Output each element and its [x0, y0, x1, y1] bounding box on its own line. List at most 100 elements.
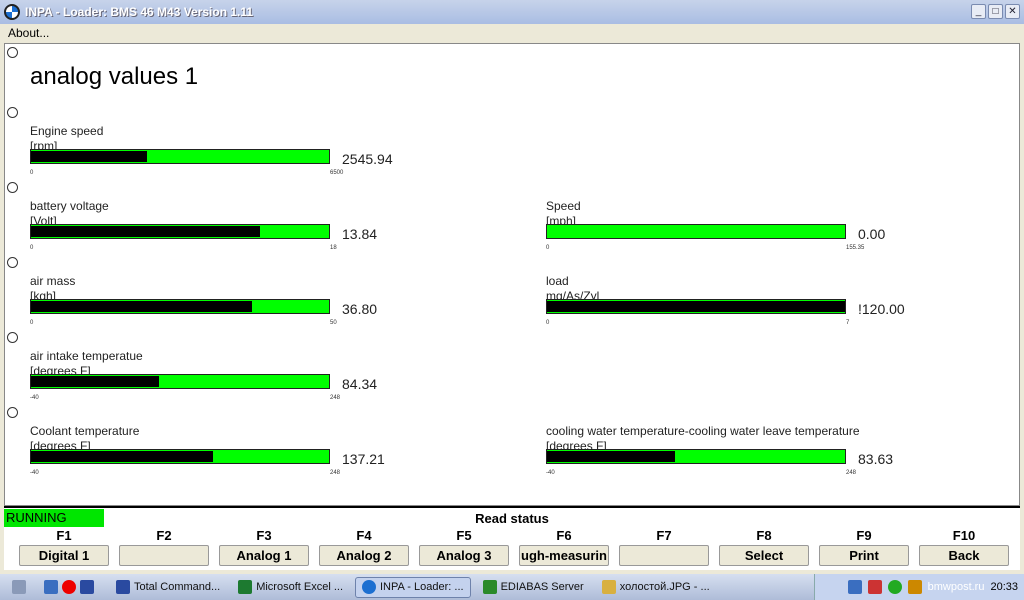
volume-icon[interactable] — [907, 580, 922, 594]
radio-button[interactable] — [7, 107, 18, 118]
gauge-value: 137.21 — [342, 451, 385, 467]
gauge: Engine speed [rpm] 2545.94 0 6500 — [30, 124, 410, 194]
status-area: RUNNING Read status F1 Digital 1 F2 F3 An… — [4, 506, 1020, 570]
fkey-button[interactable]: Analog 3 — [419, 545, 509, 566]
fkey-button[interactable]: Select — [719, 545, 809, 566]
app-icon[interactable] — [44, 580, 58, 594]
fkey-label: F7 — [656, 528, 672, 543]
gauge-value: !120.00 — [858, 301, 905, 317]
gauge-label: Speed — [546, 199, 581, 213]
gauge-bar — [546, 449, 846, 464]
fkey-f10: F10 Back — [914, 528, 1014, 570]
gauge-label: Engine speed — [30, 124, 104, 138]
gauge-max: 7 — [846, 320, 850, 326]
watermark: bmwpost.ru — [927, 581, 985, 593]
gauge-fill — [31, 151, 148, 162]
menu-bar: About... — [0, 24, 1024, 42]
gauge-value: 84.34 — [342, 376, 378, 392]
start-button[interactable] — [6, 577, 32, 598]
maximize-button[interactable]: □ — [988, 4, 1003, 19]
close-button[interactable]: ✕ — [1005, 4, 1020, 19]
gauge-bar — [546, 224, 846, 239]
read-status-label: Read status — [475, 511, 549, 526]
gauge-value: 2545.94 — [342, 151, 393, 167]
gauge-max: 248 — [846, 470, 857, 476]
gauge-label: air mass — [30, 274, 76, 288]
task-inpa[interactable]: INPA - Loader: ... — [355, 576, 471, 598]
window-title: INPA - Loader: BMS 46 M43 Version 1.11 — [25, 5, 254, 19]
gauge: Coolant temperature [degrees F] 137.21 -… — [30, 424, 410, 494]
task-total-commander[interactable]: Total Command... — [110, 577, 226, 598]
fkey-label: F10 — [952, 528, 976, 543]
gauge-fill — [31, 376, 160, 387]
gauge-bar — [30, 374, 330, 389]
minimize-button[interactable]: _ — [971, 4, 986, 19]
fkey-button[interactable]: Digital 1 — [19, 545, 109, 566]
gauge-bar — [546, 299, 846, 314]
fkey-f7: F7 — [614, 528, 714, 570]
fkey-f9: F9 Print — [814, 528, 914, 570]
windows-icon — [12, 580, 26, 594]
total-commander-icon — [116, 580, 130, 594]
excel-icon — [238, 580, 253, 594]
gauge-bar — [30, 299, 330, 314]
gauge-max: 6500 — [330, 170, 344, 176]
gauge: battery voltage [Volt] 13.84 0 18 — [30, 199, 410, 269]
gauge-label: cooling water temperature-cooling water … — [546, 424, 860, 438]
gauge-fill — [547, 301, 845, 312]
analog-values-panel: analog values 1 Engine speed [rpm] 2545.… — [4, 43, 1020, 506]
gauge-fill — [31, 301, 252, 312]
fkey-button[interactable] — [619, 545, 709, 566]
fkey-f6: F6 ugh-measurin — [514, 528, 614, 570]
gauge-min: 0 — [546, 320, 550, 326]
fkey-button[interactable] — [119, 545, 209, 566]
fkey-button[interactable]: ugh-measurin — [519, 545, 609, 566]
fkey-button[interactable]: Analog 2 — [319, 545, 409, 566]
bmw-logo-icon — [4, 4, 20, 20]
gauge-label: air intake temperatue — [30, 349, 143, 363]
fkey-f4: F4 Analog 2 — [314, 528, 414, 570]
ediabas-icon — [482, 580, 497, 594]
gauge-value: 83.63 — [858, 451, 894, 467]
gauge-max: 18 — [330, 245, 337, 251]
menu-about[interactable]: About... — [8, 26, 50, 40]
fkey-button[interactable]: Back — [919, 545, 1009, 566]
gauge-max: 248 — [330, 395, 341, 401]
gauge: air intake temperatue [degrees F] 84.34 … — [30, 349, 410, 419]
fkey-label: F3 — [256, 528, 272, 543]
network-icon[interactable] — [867, 580, 882, 594]
gauge-min: 0 — [546, 245, 550, 251]
radio-button[interactable] — [7, 182, 18, 193]
save-icon[interactable] — [80, 580, 94, 594]
gauge-bar — [30, 449, 330, 464]
tray-icon[interactable] — [847, 580, 862, 594]
gauge-fill — [31, 451, 213, 462]
fkey-label: F9 — [856, 528, 872, 543]
fkey-f3: F3 Analog 1 — [214, 528, 314, 570]
radio-button[interactable] — [7, 257, 18, 268]
gauge-fill — [31, 226, 261, 237]
radio-button[interactable] — [7, 47, 18, 58]
task-ediabas[interactable]: EDIABAS Server — [477, 577, 590, 598]
fkey-label: F4 — [356, 528, 372, 543]
opera-icon[interactable] — [62, 580, 76, 594]
gauge-min: -40 — [30, 395, 39, 401]
gauge: air mass [kgh] 36.80 0 50 — [30, 274, 410, 344]
fkey-button[interactable]: Analog 1 — [219, 545, 309, 566]
fkey-button[interactable]: Print — [819, 545, 909, 566]
gauge-max: 50 — [330, 320, 337, 326]
fkey-f8: F8 Select — [714, 528, 814, 570]
gauge-label: Coolant temperature — [30, 424, 140, 438]
gauge: Speed [mph] 0.00 0 155.35 — [546, 199, 926, 269]
task-excel[interactable]: Microsoft Excel ... — [232, 577, 349, 598]
gauge-min: -40 — [546, 470, 555, 476]
radio-button[interactable] — [7, 332, 18, 343]
gauge-value: 0.00 — [858, 226, 886, 242]
gauge-label: load — [546, 274, 569, 288]
gauge: cooling water temperature-cooling water … — [546, 424, 926, 494]
fkey-f5: F5 Analog 3 — [414, 528, 514, 570]
gauge-min: 0 — [30, 170, 34, 176]
task-image-viewer[interactable]: холостой.JPG - ... — [596, 577, 716, 598]
radio-button[interactable] — [7, 407, 18, 418]
tray-icon[interactable] — [887, 580, 902, 594]
